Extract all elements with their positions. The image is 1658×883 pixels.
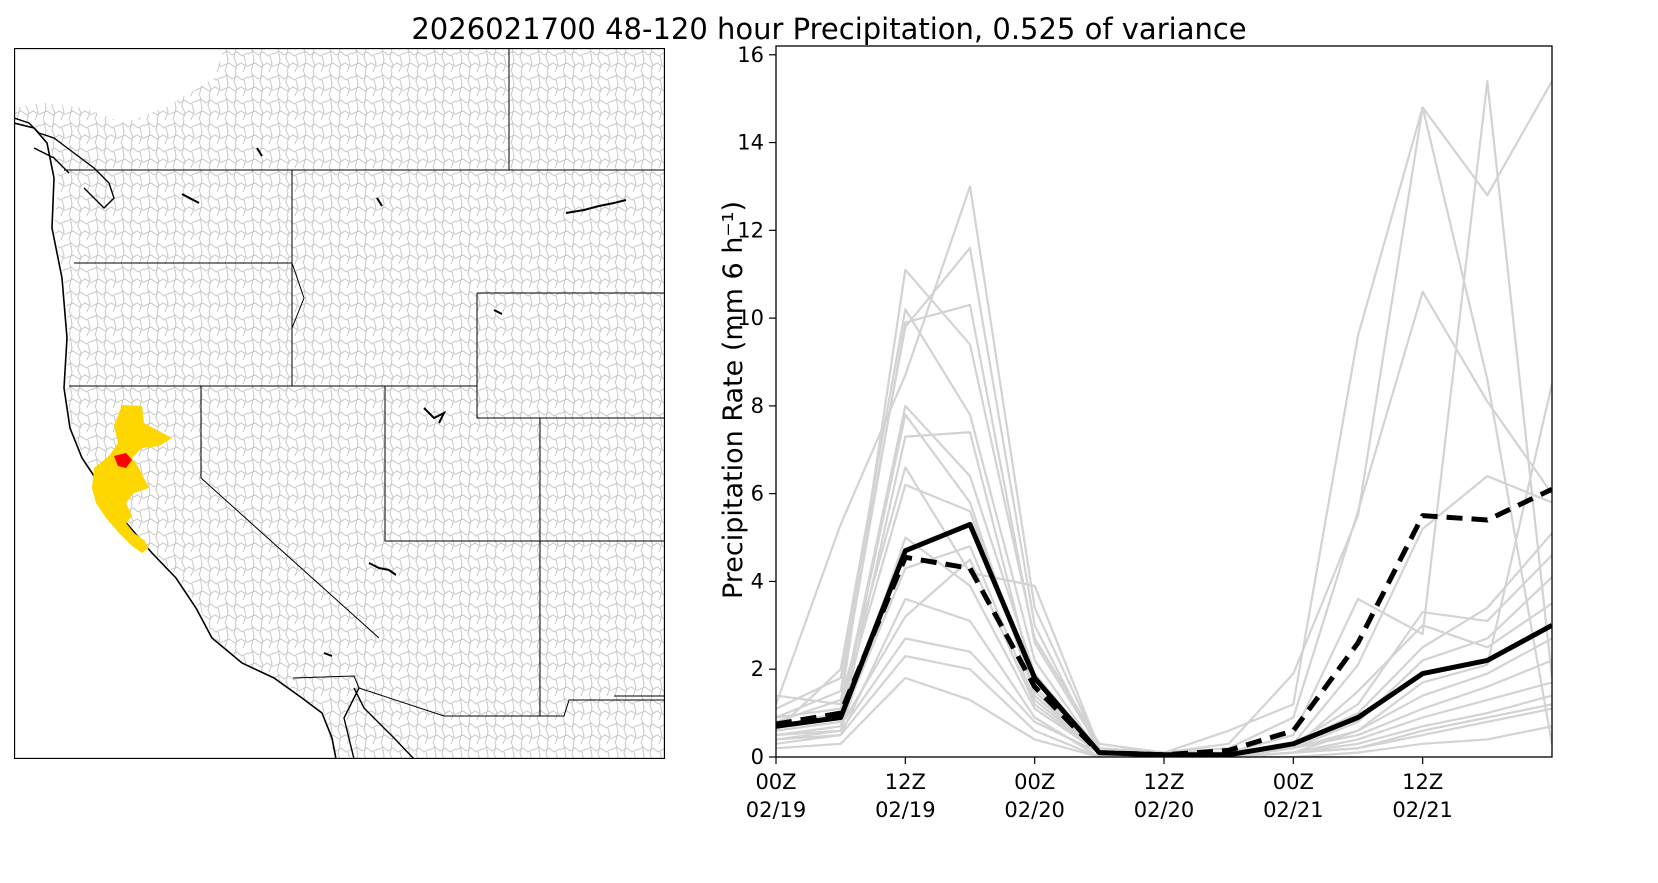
y-tick-label: 6 <box>751 482 764 506</box>
map-frame <box>14 48 665 759</box>
x-tick-label-date: 02/20 <box>1134 798 1195 822</box>
ensemble-member-line-15 <box>776 676 1552 757</box>
ensemble-member-line-11 <box>776 597 1552 757</box>
x-tick-label-time: 12Z <box>885 770 926 794</box>
x-tick-label-date: 02/20 <box>1004 798 1065 822</box>
x-tick-label-date: 02/21 <box>1392 798 1453 822</box>
chart-panel: Precipitation Rate (mm 6 h⁻¹) 0 2 4 6 8 10 12 1… <box>720 43 1553 822</box>
series-group <box>776 80 1552 757</box>
y-tick-label: 0 <box>751 745 764 769</box>
canada-coast <box>14 117 115 209</box>
x-tick-label-time: 12Z <box>1402 770 1443 794</box>
ensemble-member-line-17 <box>776 558 1552 757</box>
ensemble-member-line-16 <box>776 404 1552 757</box>
map-panel <box>14 48 665 759</box>
state-boundaries <box>64 48 665 717</box>
ensemble-member-line-7 <box>776 431 1552 757</box>
ensemble-member-line-12 <box>776 637 1552 757</box>
ensemble-member-line-13 <box>776 654 1552 757</box>
ensemble-member-line-1 <box>776 80 1552 754</box>
y-tick-label: 8 <box>751 394 764 418</box>
y-axis-label: Precipitation Rate (mm 6 h⁻¹) <box>720 201 749 599</box>
ensemble-member-line-10 <box>776 545 1552 757</box>
ensemble-member-line-9 <box>776 536 1552 757</box>
y-tick-label: 4 <box>751 569 764 593</box>
gulf-coast <box>343 687 415 759</box>
x-tick-label-date: 02/19 <box>746 798 807 822</box>
ensemble-member-line-6 <box>776 413 1552 757</box>
y-tick-label: 16 <box>737 43 764 67</box>
lakes <box>181 147 627 657</box>
x-tick-label-time: 00Z <box>1273 770 1314 794</box>
y-tick-label: 2 <box>751 657 764 681</box>
y-tick-label: 10 <box>737 306 764 330</box>
ensemble-member-line-5 <box>776 246 1552 757</box>
solid-mean-line <box>776 521 1552 757</box>
x-tick-label-time: 12Z <box>1143 770 1184 794</box>
ensemble-member-line-4 <box>776 80 1552 754</box>
dashed-mean-line <box>776 487 1552 757</box>
region-primary <box>92 405 172 553</box>
x-tick-label-time: 00Z <box>1014 770 1055 794</box>
figure-title: 2026021700 48-120 hour Precipitation, 0.… <box>411 12 1247 46</box>
y-tick-label: 14 <box>737 131 764 155</box>
x-tick-label-time: 00Z <box>755 770 796 794</box>
plot-area: 0 2 4 6 8 10 12 14 16 00Z 02/19 12Z 02/19 00Z 02/20 12Z… <box>737 43 1553 822</box>
region-core <box>114 453 132 468</box>
land-basins <box>14 48 665 759</box>
ensemble-member-line-8 <box>776 466 1552 754</box>
x-tick-label-date: 02/19 <box>875 798 936 822</box>
ensemble-member-line-14 <box>776 383 1552 757</box>
x-tick-label-date: 02/21 <box>1263 798 1324 822</box>
y-tick-label: 12 <box>737 218 764 242</box>
